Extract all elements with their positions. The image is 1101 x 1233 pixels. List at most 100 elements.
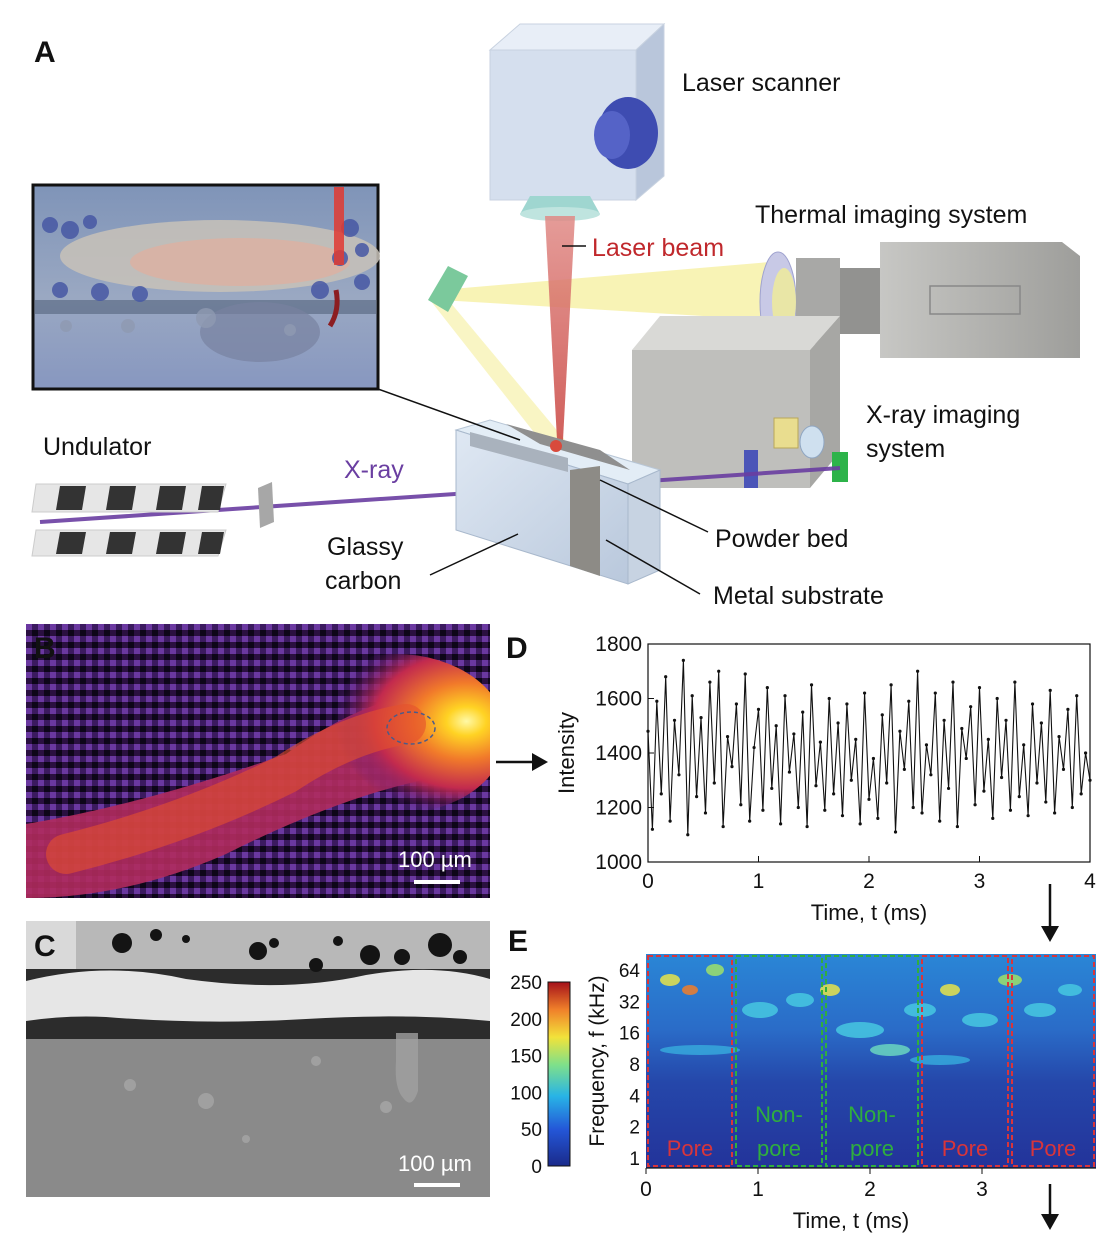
intensity-point bbox=[862, 691, 867, 695]
colorbar bbox=[547, 981, 571, 1167]
intensity-point bbox=[1022, 743, 1026, 747]
intensity-point bbox=[734, 702, 738, 706]
label-glassy-line1: Glassy bbox=[327, 533, 404, 561]
intensity-point bbox=[1057, 735, 1061, 739]
intensity-point bbox=[1066, 707, 1070, 711]
intensity-point bbox=[836, 721, 840, 725]
intensity-point bbox=[893, 830, 898, 834]
intensity-point bbox=[739, 803, 743, 807]
spectrogram-feature bbox=[682, 985, 698, 995]
intensity-point bbox=[1070, 805, 1074, 810]
intensity-point bbox=[672, 718, 677, 722]
intensity-point bbox=[823, 808, 827, 812]
spectrogram-feature bbox=[998, 974, 1022, 986]
intensity-point bbox=[1079, 792, 1083, 796]
label-metal-substrate: Metal substrate bbox=[713, 582, 884, 610]
freq-tick-label: 4 bbox=[629, 1086, 640, 1107]
intensity-point bbox=[858, 822, 862, 826]
intensity-point bbox=[924, 743, 929, 747]
freq-tick-label: 8 bbox=[629, 1055, 640, 1076]
melt-pool-inset bbox=[31, 183, 380, 391]
segment-label: Pore bbox=[942, 1136, 988, 1161]
intensity-point bbox=[779, 822, 783, 826]
intensity-point bbox=[977, 686, 982, 690]
intensity-point bbox=[748, 819, 752, 823]
intensity-point bbox=[898, 729, 902, 733]
intensity-point bbox=[765, 686, 769, 690]
intensity-point bbox=[655, 699, 659, 703]
label-glassy-line2: carbon bbox=[325, 567, 402, 595]
intensity-point bbox=[938, 819, 942, 823]
intensity-point bbox=[783, 694, 787, 698]
intensity-point bbox=[840, 814, 845, 818]
intensity-point bbox=[818, 740, 822, 744]
setup-illustration bbox=[31, 22, 1080, 595]
segment-label: Pore bbox=[667, 1136, 713, 1161]
intensity-series-line bbox=[647, 660, 1091, 835]
intensity-point bbox=[646, 729, 650, 733]
intensity-point bbox=[730, 765, 734, 769]
y-tick-label: 1400 bbox=[595, 742, 642, 765]
label-xray: X-ray bbox=[344, 456, 404, 484]
spectrogram-feature bbox=[910, 1055, 970, 1065]
intensity-point bbox=[717, 669, 721, 673]
intensity-point bbox=[973, 803, 977, 807]
y-axis-label: Intensity bbox=[554, 712, 579, 794]
label-powder-bed: Powder bed bbox=[715, 525, 849, 553]
sample-cell-icon bbox=[454, 419, 662, 585]
intensity-point bbox=[1088, 778, 1092, 782]
mirror-icon bbox=[428, 266, 468, 312]
intensity-point bbox=[1083, 751, 1088, 755]
intensity-point bbox=[942, 718, 946, 722]
label-undulator: Undulator bbox=[43, 433, 152, 461]
segment-label: pore bbox=[757, 1136, 801, 1161]
intensity-point bbox=[712, 781, 716, 785]
colorbar-tick-label: 250 bbox=[510, 973, 542, 994]
intensity-point bbox=[1030, 702, 1035, 706]
label-thermal-imaging: Thermal imaging system bbox=[755, 201, 1028, 229]
intensity-point bbox=[876, 816, 880, 820]
intensity-point bbox=[982, 789, 986, 793]
intensity-point bbox=[774, 724, 778, 728]
intensity-point bbox=[1013, 680, 1017, 684]
colorbar-tick-label: 100 bbox=[510, 1083, 542, 1104]
freq-axis-label: Frequency, f (kHz) bbox=[586, 975, 609, 1146]
intensity-point bbox=[659, 792, 663, 796]
intensity-point bbox=[1000, 775, 1004, 780]
intensity-point bbox=[1048, 688, 1052, 692]
intensity-point bbox=[1053, 811, 1057, 815]
x-axis-label: Time, t (ms) bbox=[811, 900, 928, 925]
freq-tick-label: 32 bbox=[619, 992, 640, 1013]
intensity-point bbox=[681, 658, 685, 662]
segment-box bbox=[825, 955, 919, 1167]
intensity-point bbox=[880, 713, 884, 717]
colorbar-tick-label: 50 bbox=[521, 1120, 542, 1141]
intensity-point bbox=[708, 680, 712, 684]
spectrogram-feature bbox=[786, 993, 814, 1007]
intensity-point bbox=[801, 710, 805, 714]
intensity-point bbox=[743, 672, 747, 676]
intensity-point bbox=[991, 816, 995, 820]
colorbar-tick-label: 150 bbox=[510, 1047, 542, 1068]
x-tick-label: 0 bbox=[642, 870, 654, 893]
intensity-point bbox=[964, 756, 968, 761]
spectrogram-feature bbox=[660, 1045, 740, 1055]
intensity-point bbox=[933, 691, 937, 695]
intensity-point bbox=[664, 675, 668, 679]
undulator-icon bbox=[31, 482, 274, 557]
intensity-point bbox=[854, 737, 858, 741]
intensity-point bbox=[920, 811, 924, 815]
intensity-point bbox=[787, 770, 792, 774]
intensity-time-chart: 0 1 2 3 4 1000 1200 1400 1600 1800 Time, t (ms) Int… bbox=[554, 633, 1096, 925]
intensity-point bbox=[885, 781, 889, 785]
intensity-point bbox=[1061, 767, 1066, 771]
time-tick-label: 2 bbox=[864, 1178, 876, 1201]
spectrogram-feature bbox=[706, 964, 724, 976]
intensity-point bbox=[1017, 795, 1021, 799]
intensity-point bbox=[995, 696, 999, 701]
intensity-point bbox=[650, 827, 655, 831]
intensity-point bbox=[809, 683, 814, 687]
microscopy-image bbox=[26, 921, 490, 1197]
intensity-point bbox=[1026, 814, 1030, 818]
spectrogram-feature bbox=[940, 984, 960, 996]
